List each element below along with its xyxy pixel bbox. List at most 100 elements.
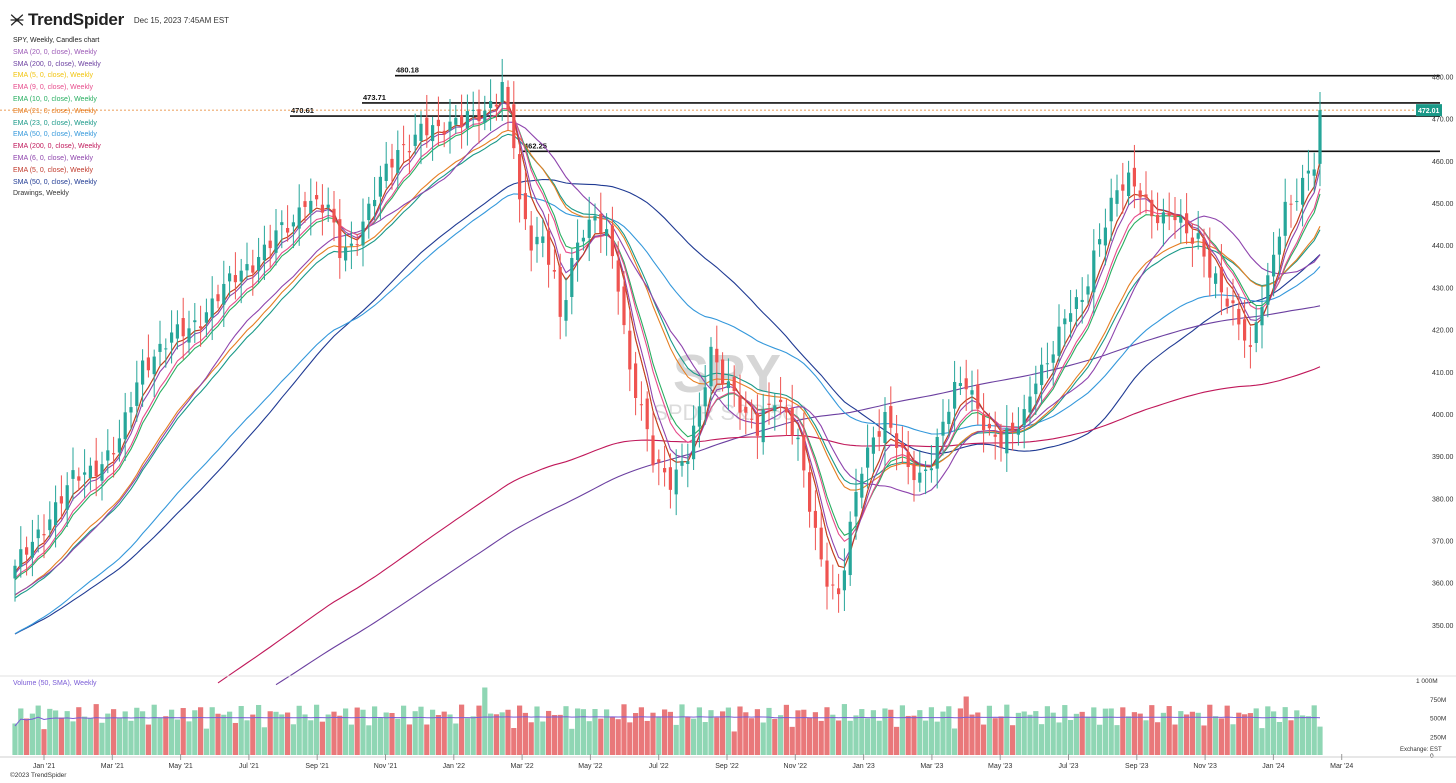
candle: [1127, 172, 1131, 197]
candle: [454, 117, 458, 125]
volume-bar: [1079, 711, 1085, 755]
candle: [384, 163, 388, 181]
candle: [164, 348, 168, 350]
candle: [709, 346, 713, 387]
chart-timestamp: Dec 15, 2023 7:45AM EST: [133, 15, 230, 25]
volume-bar: [348, 724, 354, 755]
volume-bar: [163, 716, 169, 755]
level-label: 470.61: [291, 106, 314, 115]
volume-bar: [70, 721, 76, 755]
volume-bar: [1021, 711, 1027, 755]
legend-item[interactable]: EMA (6, 0, close), Weekly: [13, 154, 94, 162]
legend-item[interactable]: SMA (200, 0, close), Weekly: [13, 60, 101, 68]
legend-item[interactable]: EMA (23, 0, close), Weekly: [13, 119, 97, 127]
legend-item[interactable]: Drawings, Weekly: [13, 190, 69, 198]
volume-bar: [58, 717, 64, 755]
volume-bar: [424, 724, 430, 755]
volume-bar: [650, 712, 656, 755]
legend-item[interactable]: EMA (21, 0, close), Weekly: [13, 107, 97, 115]
candle: [402, 144, 406, 146]
candle: [924, 469, 928, 471]
candle: [286, 228, 290, 233]
legend-item[interactable]: EMA (5, 0, close), Weekly: [13, 72, 94, 80]
legend-item[interactable]: EMA (50, 0, close), Weekly: [13, 131, 97, 139]
volume-bar: [812, 712, 818, 755]
volume-bar: [1201, 725, 1207, 755]
volume-bar: [986, 705, 992, 755]
volume-bar: [720, 711, 726, 755]
candle: [616, 260, 620, 292]
volume-bar: [505, 709, 511, 755]
candle: [135, 382, 139, 406]
candle: [622, 286, 626, 326]
ma-line: [14, 133, 1321, 599]
candle: [106, 450, 110, 461]
time-tick: Sep '21: [305, 763, 329, 770]
price-tick: 360.00: [1432, 581, 1454, 588]
volume-bar: [894, 726, 900, 755]
volume-bar: [1062, 705, 1068, 755]
candle: [100, 464, 104, 481]
volume-bar: [1253, 708, 1259, 755]
legend-item[interactable]: SMA (50, 0, close), Weekly: [13, 178, 97, 186]
volume-bar: [1224, 705, 1230, 755]
candle: [645, 398, 649, 430]
volume-bar: [725, 707, 731, 755]
volume-bar: [638, 707, 644, 755]
candle: [796, 437, 800, 440]
candle: [390, 158, 394, 168]
volume-bar: [174, 719, 180, 755]
volume-bar: [911, 715, 917, 755]
volume-bar: [847, 720, 853, 755]
time-tick: Jan '24: [1262, 763, 1284, 770]
volume-bar: [627, 722, 633, 755]
legend-item[interactable]: EMA (9, 0, close), Weekly: [13, 84, 94, 92]
volume-bar: [975, 712, 981, 755]
time-tick: Sep '23: [1125, 763, 1149, 770]
volume-bar: [395, 718, 401, 755]
volume-bar: [499, 712, 505, 755]
candle: [1074, 297, 1078, 310]
volume-bar: [749, 718, 755, 755]
volume-bar: [157, 717, 163, 755]
volume-bar: [1195, 712, 1201, 755]
volume-bar: [1137, 713, 1143, 755]
volume-bar: [1108, 708, 1114, 755]
legend-item[interactable]: EMA (10, 0, close), Weekly: [13, 95, 97, 103]
legend-item[interactable]: SMA (20, 0, close), Weekly: [13, 48, 97, 56]
candle: [210, 298, 214, 318]
candle: [1028, 396, 1032, 413]
candle: [1225, 298, 1229, 307]
candle: [112, 453, 116, 455]
volume-bar: [1050, 712, 1056, 755]
candle: [1138, 190, 1142, 198]
candle: [1277, 236, 1281, 255]
volume-bar: [981, 724, 987, 755]
candle: [1132, 167, 1136, 187]
volume-bar: [82, 716, 88, 755]
candle: [1161, 212, 1165, 224]
volume-bar: [667, 711, 673, 755]
volume-bar: [673, 724, 679, 755]
volume-bar: [203, 728, 209, 755]
header: TrendSpider Dec 15, 2023 7:45AM EST: [10, 10, 229, 30]
volume-bar: [389, 712, 395, 755]
candle: [663, 468, 667, 473]
ma-line: [14, 129, 1321, 596]
volume-bar: [47, 708, 53, 755]
price-tick: 420.00: [1432, 328, 1454, 335]
candle: [1109, 197, 1113, 222]
legend-item[interactable]: EMA (200, 0, close), Weekly: [13, 143, 101, 151]
candle: [1144, 194, 1148, 198]
legend-item[interactable]: EMA (5, 0, close), Weekly: [13, 166, 94, 174]
volume-bar: [952, 728, 958, 755]
volume-bar: [615, 719, 621, 755]
candle: [204, 312, 208, 323]
volume-bar: [319, 721, 325, 755]
candle: [599, 213, 603, 234]
candle: [54, 502, 58, 526]
candle: [94, 460, 98, 477]
candle: [315, 195, 319, 200]
volume-bar: [917, 710, 923, 755]
